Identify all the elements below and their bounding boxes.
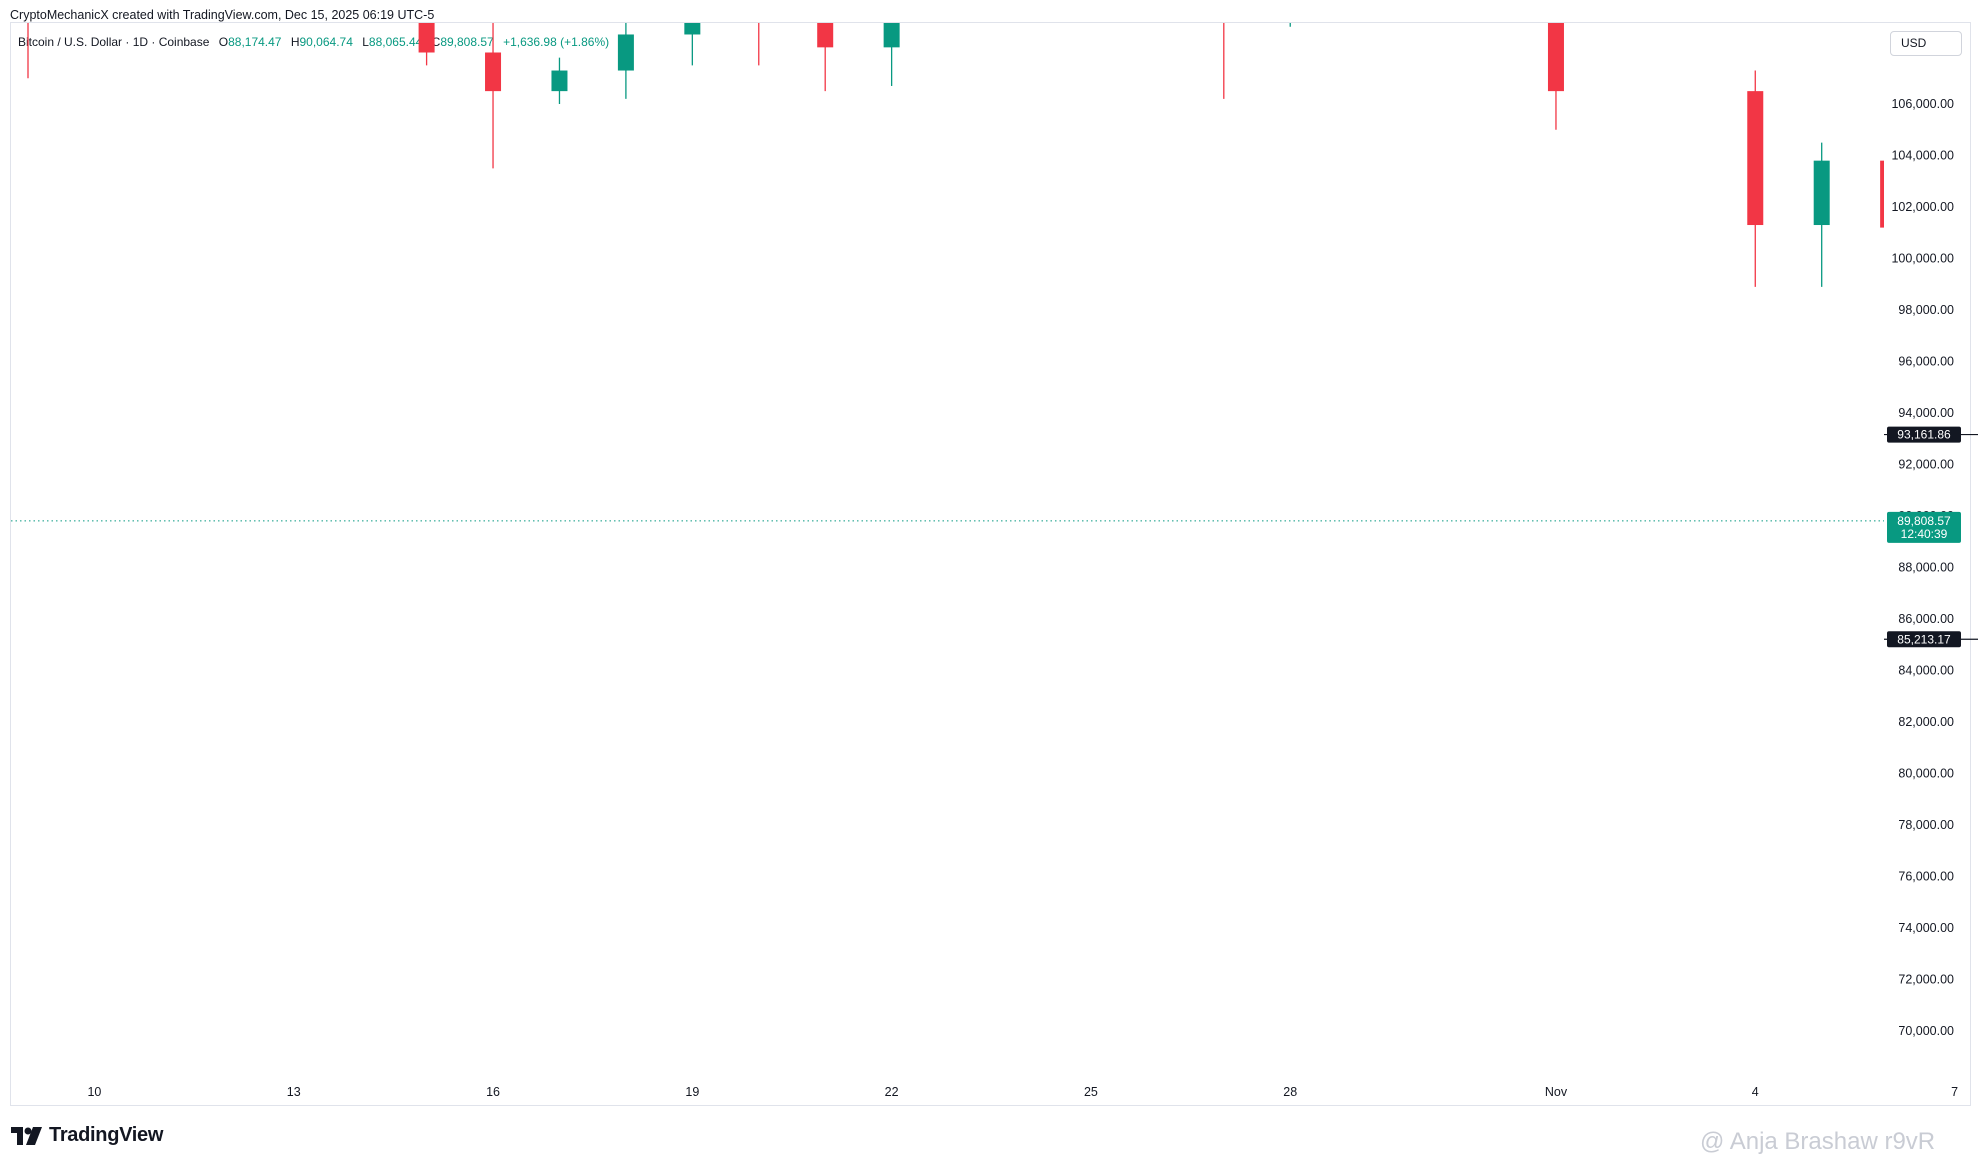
time-tick-label: 4 xyxy=(1752,1085,1759,1099)
candle-body xyxy=(1813,160,1830,226)
candle-body xyxy=(617,34,634,71)
candle[interactable] xyxy=(20,0,36,79)
legend-low-value: 88,065.44 xyxy=(368,35,423,49)
price-tick-label: 96,000.00 xyxy=(1898,355,1954,369)
time-tick-label: Nov xyxy=(1545,1085,1568,1099)
time-tick-label: 10 xyxy=(87,1085,101,1099)
time-tick-label: 7 xyxy=(1951,1085,1958,1099)
candle-body xyxy=(883,23,900,48)
candle-body xyxy=(684,23,701,35)
time-tick-label: 19 xyxy=(685,1085,699,1099)
candle[interactable] xyxy=(551,57,568,104)
price-tick-label: 76,000.00 xyxy=(1898,870,1954,884)
price-tick-label: 80,000.00 xyxy=(1898,767,1954,781)
levels-layer: 93,161.86 85,213.17 xyxy=(11,426,1978,648)
candle[interactable] xyxy=(1747,70,1764,287)
price-tick-label: 98,000.00 xyxy=(1898,303,1954,317)
legend-open-value: 88,174.47 xyxy=(228,35,282,49)
price-tick-label: 106,000.00 xyxy=(1891,97,1954,111)
price-tick-label: 70,000.00 xyxy=(1898,1024,1954,1038)
price-tick-label: 82,000.00 xyxy=(1898,715,1954,729)
chart-frame xyxy=(10,22,1971,1106)
time-axis[interactable]: 10131619222528Nov4710131619222528Dec4710… xyxy=(87,1085,1978,1099)
countdown-label: 12:40:39 xyxy=(1901,527,1948,541)
price-tick-label: 100,000.00 xyxy=(1891,252,1954,266)
legend-high-value: 90,064.74 xyxy=(299,35,353,49)
candle[interactable] xyxy=(1547,0,1564,130)
level-price-label: 85,213.17 xyxy=(1897,632,1951,646)
currency-button[interactable]: USD xyxy=(1890,31,1962,56)
legend-low-label: L xyxy=(362,35,369,49)
price-tick-label: 94,000.00 xyxy=(1898,406,1954,420)
time-tick-label: 16 xyxy=(486,1085,500,1099)
price-tick-label: 88,000.00 xyxy=(1898,561,1954,575)
legend-close-value: 89,808.57 xyxy=(440,35,494,49)
candle-body xyxy=(551,70,568,92)
tradingview-brand: TradingView xyxy=(49,1124,164,1146)
candle-body xyxy=(1282,0,1298,1)
candles-layer xyxy=(20,0,1896,287)
candle-body xyxy=(485,52,502,92)
level-price-tag xyxy=(1887,426,1961,443)
current-price-label: 89,808.57 xyxy=(1897,514,1951,528)
watermark: @ Anja Brashaw r9vR xyxy=(1700,1128,1936,1155)
price-tick-label: 102,000.00 xyxy=(1891,200,1954,214)
candle[interactable] xyxy=(1813,142,1830,287)
level-price-tag xyxy=(1887,631,1961,648)
legend-change: +1,636.98 (+1.86%) xyxy=(503,35,610,49)
legend-high-label: H xyxy=(290,35,300,49)
candle[interactable] xyxy=(1282,0,1298,27)
candle-body xyxy=(418,23,435,53)
candle-body xyxy=(817,23,834,48)
price-tick-label: 84,000.00 xyxy=(1898,664,1954,678)
candle[interactable] xyxy=(485,14,502,169)
candle-body xyxy=(1547,23,1564,92)
tradingview-logo[interactable]: TradingView xyxy=(11,1124,163,1147)
tradingview-logo-icon xyxy=(11,1126,42,1145)
candle[interactable] xyxy=(684,0,701,66)
time-tick-label: 13 xyxy=(287,1085,301,1099)
current-price-tag xyxy=(1887,511,1961,543)
symbol-legend: Bitcoin / U.S. Dollar · 1D · Coinbase O8… xyxy=(18,35,609,49)
legend-close-label: C xyxy=(431,35,441,49)
time-tick-label: 22 xyxy=(885,1085,899,1099)
candle-body xyxy=(751,0,767,19)
price-tick-label: 104,000.00 xyxy=(1891,149,1954,163)
candle[interactable] xyxy=(617,0,634,99)
candle[interactable] xyxy=(1216,0,1232,99)
chart-credit: CryptoMechanicX created with TradingView… xyxy=(10,8,435,22)
price-tick-label: 86,000.00 xyxy=(1898,612,1954,626)
level-price-label: 93,161.86 xyxy=(1897,428,1951,442)
candle-body xyxy=(1747,91,1764,226)
price-tick-label: 92,000.00 xyxy=(1898,458,1954,472)
candle[interactable] xyxy=(751,0,767,66)
candle-body xyxy=(1880,160,1884,228)
time-tick-label: 28 xyxy=(1283,1085,1297,1099)
price-tick-label: 74,000.00 xyxy=(1898,921,1954,935)
candle[interactable] xyxy=(883,0,900,86)
candle[interactable] xyxy=(418,0,435,66)
candle[interactable] xyxy=(1880,153,1896,248)
price-tick-label: 78,000.00 xyxy=(1898,818,1954,832)
price-axis[interactable]: 70,000.00 72,000.00 74,000.00 76,000.00 78,0… xyxy=(1887,97,1961,1038)
legend-open-label: O xyxy=(218,35,229,49)
symbol-title: Bitcoin / U.S. Dollar · 1D · Coinbase xyxy=(18,35,210,49)
candle[interactable] xyxy=(817,0,834,92)
price-tick-label: 72,000.00 xyxy=(1898,973,1954,987)
time-tick-label: 25 xyxy=(1084,1085,1098,1099)
